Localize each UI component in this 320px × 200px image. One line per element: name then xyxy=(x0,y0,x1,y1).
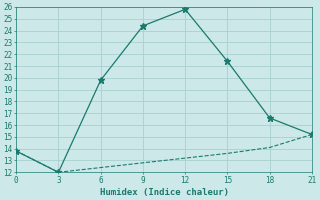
X-axis label: Humidex (Indice chaleur): Humidex (Indice chaleur) xyxy=(100,188,228,197)
